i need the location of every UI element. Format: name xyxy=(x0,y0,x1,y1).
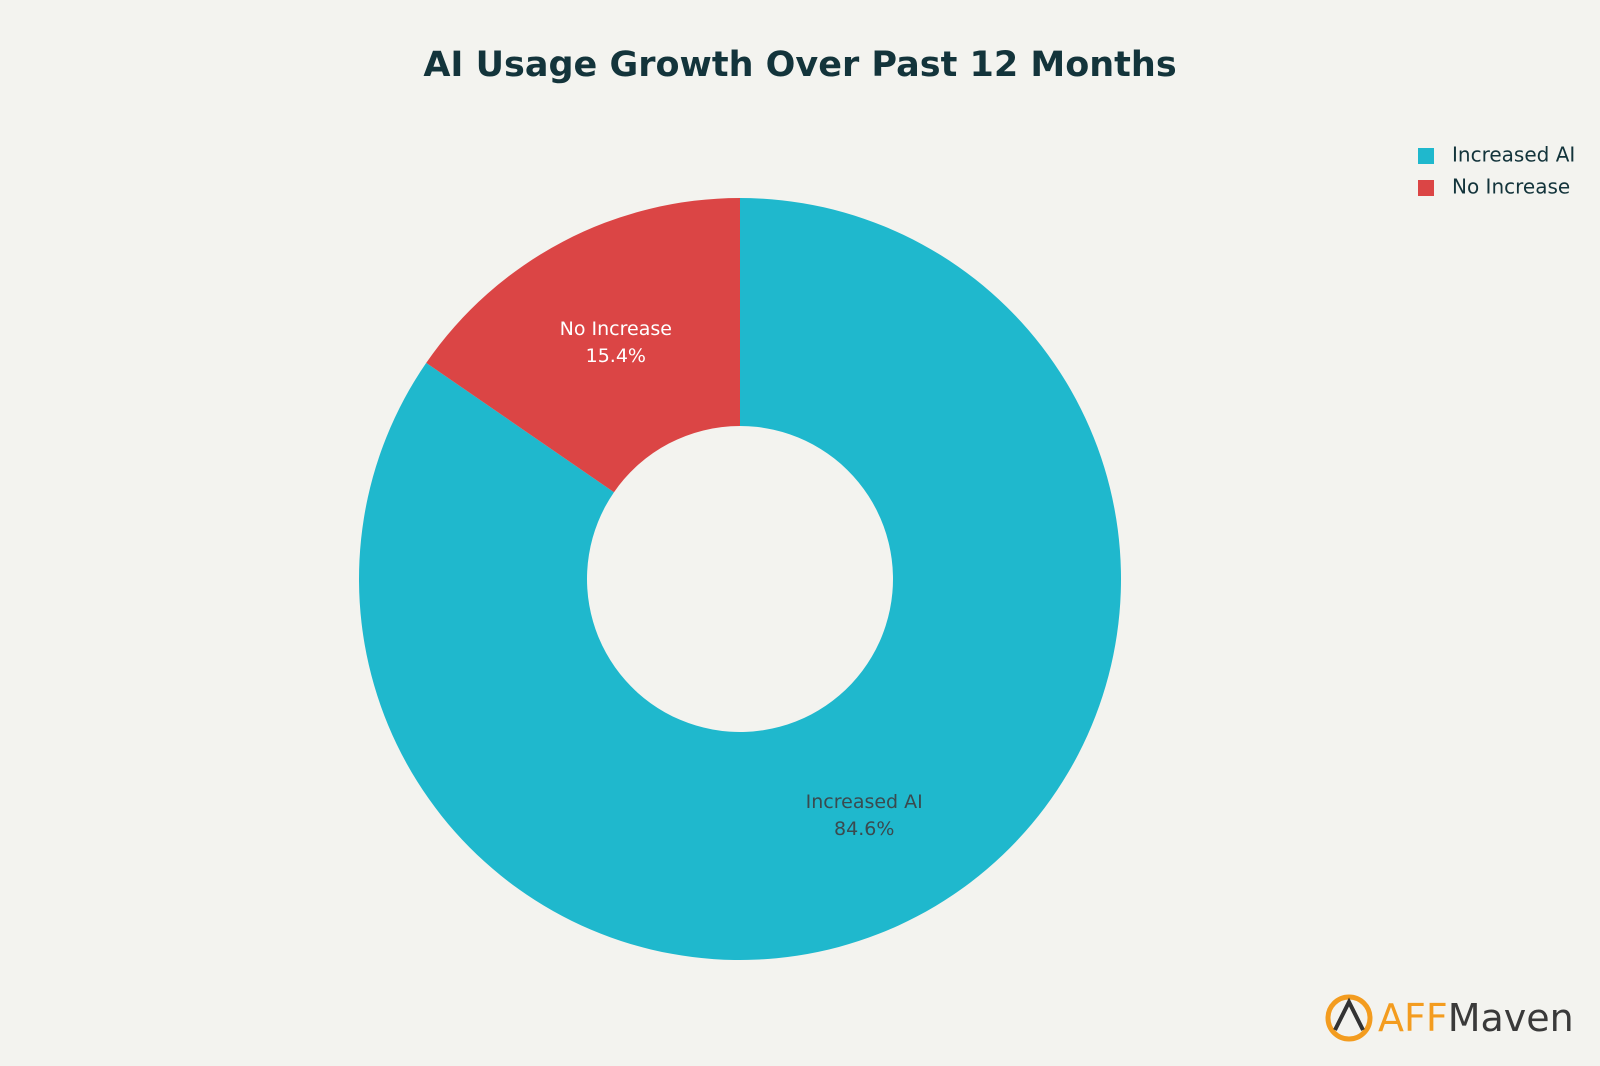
slice-label-name: Increased AI xyxy=(806,791,923,813)
slice-label-value: 15.4% xyxy=(586,345,646,367)
watermark: AFFMaven xyxy=(1378,996,1574,1040)
logo-mark xyxy=(1333,997,1365,1031)
watermark-text: Maven xyxy=(1448,996,1574,1040)
chart-title: AI Usage Growth Over Past 12 Months xyxy=(423,45,1176,85)
legend-text: Increased AI xyxy=(1452,143,1575,167)
watermark-logo xyxy=(1325,994,1373,1042)
slice-label-name: No Increase xyxy=(560,318,672,340)
slice-label-value: 84.6% xyxy=(834,818,894,840)
legend-text: No Increase xyxy=(1452,175,1570,199)
watermark-accent: AFF xyxy=(1378,996,1448,1040)
slice xyxy=(426,198,740,493)
logo-ring xyxy=(1325,994,1373,1042)
legend-swatch xyxy=(1418,180,1434,196)
legend-swatch xyxy=(1418,148,1434,164)
slice xyxy=(358,198,1121,961)
